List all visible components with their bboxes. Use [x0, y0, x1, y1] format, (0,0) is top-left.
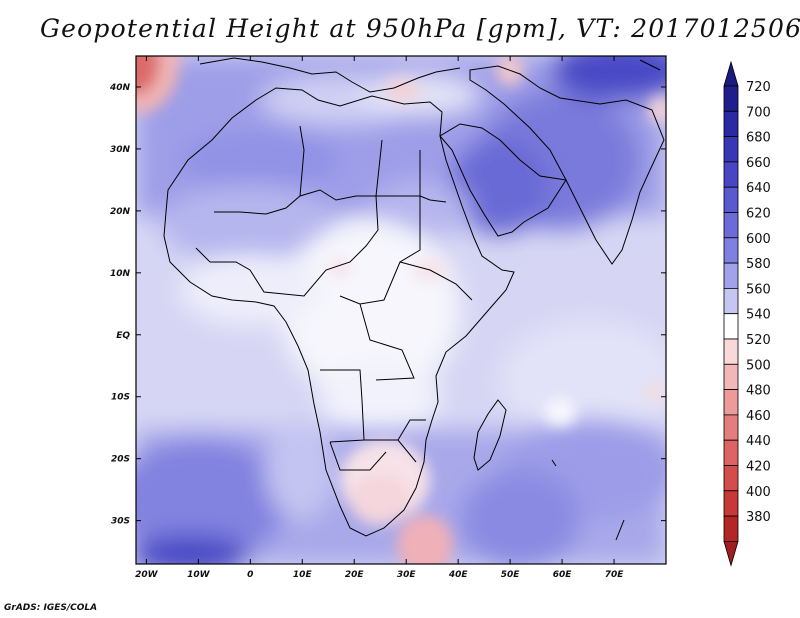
- colorbar-label: 640: [746, 181, 771, 196]
- lon-axis: 20W 10W 0 10E 20E 30E 40E 50E 60E 70E: [135, 56, 624, 580]
- grads-credit: GrADS: IGES/COLA: [4, 603, 98, 613]
- colorbar-swatch: [723, 338, 739, 365]
- colorbar-swatch: [723, 85, 739, 112]
- colorbar-label: 380: [746, 510, 771, 525]
- plot-frame: [135, 55, 667, 565]
- chart-title: Geopotential Height at 950hPa [gpm], VT:…: [40, 14, 800, 43]
- colorbar-label: 440: [746, 434, 771, 449]
- height-field: [136, 56, 666, 564]
- colorbar-label: 500: [746, 358, 771, 373]
- lon-tick-label: 40E: [448, 570, 469, 580]
- colorbar-swatch: [723, 262, 739, 289]
- colorbar: 720 700 680 660 640 620 600 580 560 540 520 500 480 4…: [723, 60, 771, 567]
- lat-tick-label: EQ: [116, 331, 130, 341]
- lat-tick-label: 10S: [111, 393, 130, 403]
- colorbar-swatch: [723, 414, 739, 441]
- lat-axis: 40N 30N 20N 10N EQ 10S 20S 30S: [109, 83, 666, 527]
- colorbar-label: 600: [746, 232, 771, 247]
- colorbar-swatch: [723, 389, 739, 416]
- colorbar-label: 620: [746, 207, 771, 222]
- lat-tick-label: 20S: [111, 455, 130, 465]
- lon-tick-label: 60E: [553, 570, 573, 580]
- colorbar-label: 560: [746, 282, 771, 297]
- colorbar-label: 460: [746, 409, 771, 424]
- colorbar-swatch: [723, 186, 739, 213]
- colorbar-label: 580: [746, 257, 771, 272]
- colorbar-top-arrow: [723, 60, 739, 87]
- colorbar-swatch: [723, 490, 739, 517]
- colorbar-swatch: [723, 439, 739, 466]
- lon-tick-label: 10E: [293, 570, 313, 580]
- colorbar-label: 540: [746, 308, 771, 323]
- colorbar-swatch: [723, 136, 739, 163]
- lon-tick-label: 20W: [135, 570, 159, 580]
- colorbar-swatch: [723, 110, 739, 138]
- lon-tick-label: 30E: [397, 570, 417, 580]
- colorbar-swatch: [723, 515, 739, 542]
- colorbar-label: 420: [746, 460, 771, 475]
- lat-tick-label: 40N: [109, 83, 131, 93]
- colorbar-swatch: [723, 237, 739, 264]
- colorbar-swatch: [723, 363, 739, 390]
- colorbar-swatch: [723, 161, 739, 188]
- lat-tick-label: 30N: [110, 145, 131, 155]
- lon-tick-label: 50E: [501, 570, 521, 580]
- colorbar-label: 520: [746, 333, 771, 348]
- coastlines: [163, 57, 665, 541]
- lon-tick-label: 20E: [345, 570, 365, 580]
- colorbar-label: 400: [746, 485, 771, 500]
- lon-tick-label: 10W: [187, 570, 211, 580]
- colorbar-label: 660: [746, 156, 771, 171]
- lat-tick-label: 30S: [111, 517, 130, 527]
- colorbar-swatch: [723, 287, 739, 315]
- colorbar-label: 480: [746, 384, 771, 399]
- lon-tick-label: 0: [247, 570, 253, 580]
- colorbar-label: 700: [746, 105, 771, 120]
- colorbar-swatch: [723, 313, 739, 340]
- colorbar-bottom-arrow: [723, 541, 739, 567]
- colorbar-swatch: [723, 212, 739, 239]
- lat-tick-label: 10N: [110, 269, 131, 279]
- colorbar-swatch: [723, 465, 739, 492]
- lon-tick-label: 70E: [605, 570, 625, 580]
- lat-tick-label: 20N: [110, 207, 131, 217]
- colorbar-label: 720: [746, 80, 771, 95]
- colorbar-label: 680: [746, 131, 771, 146]
